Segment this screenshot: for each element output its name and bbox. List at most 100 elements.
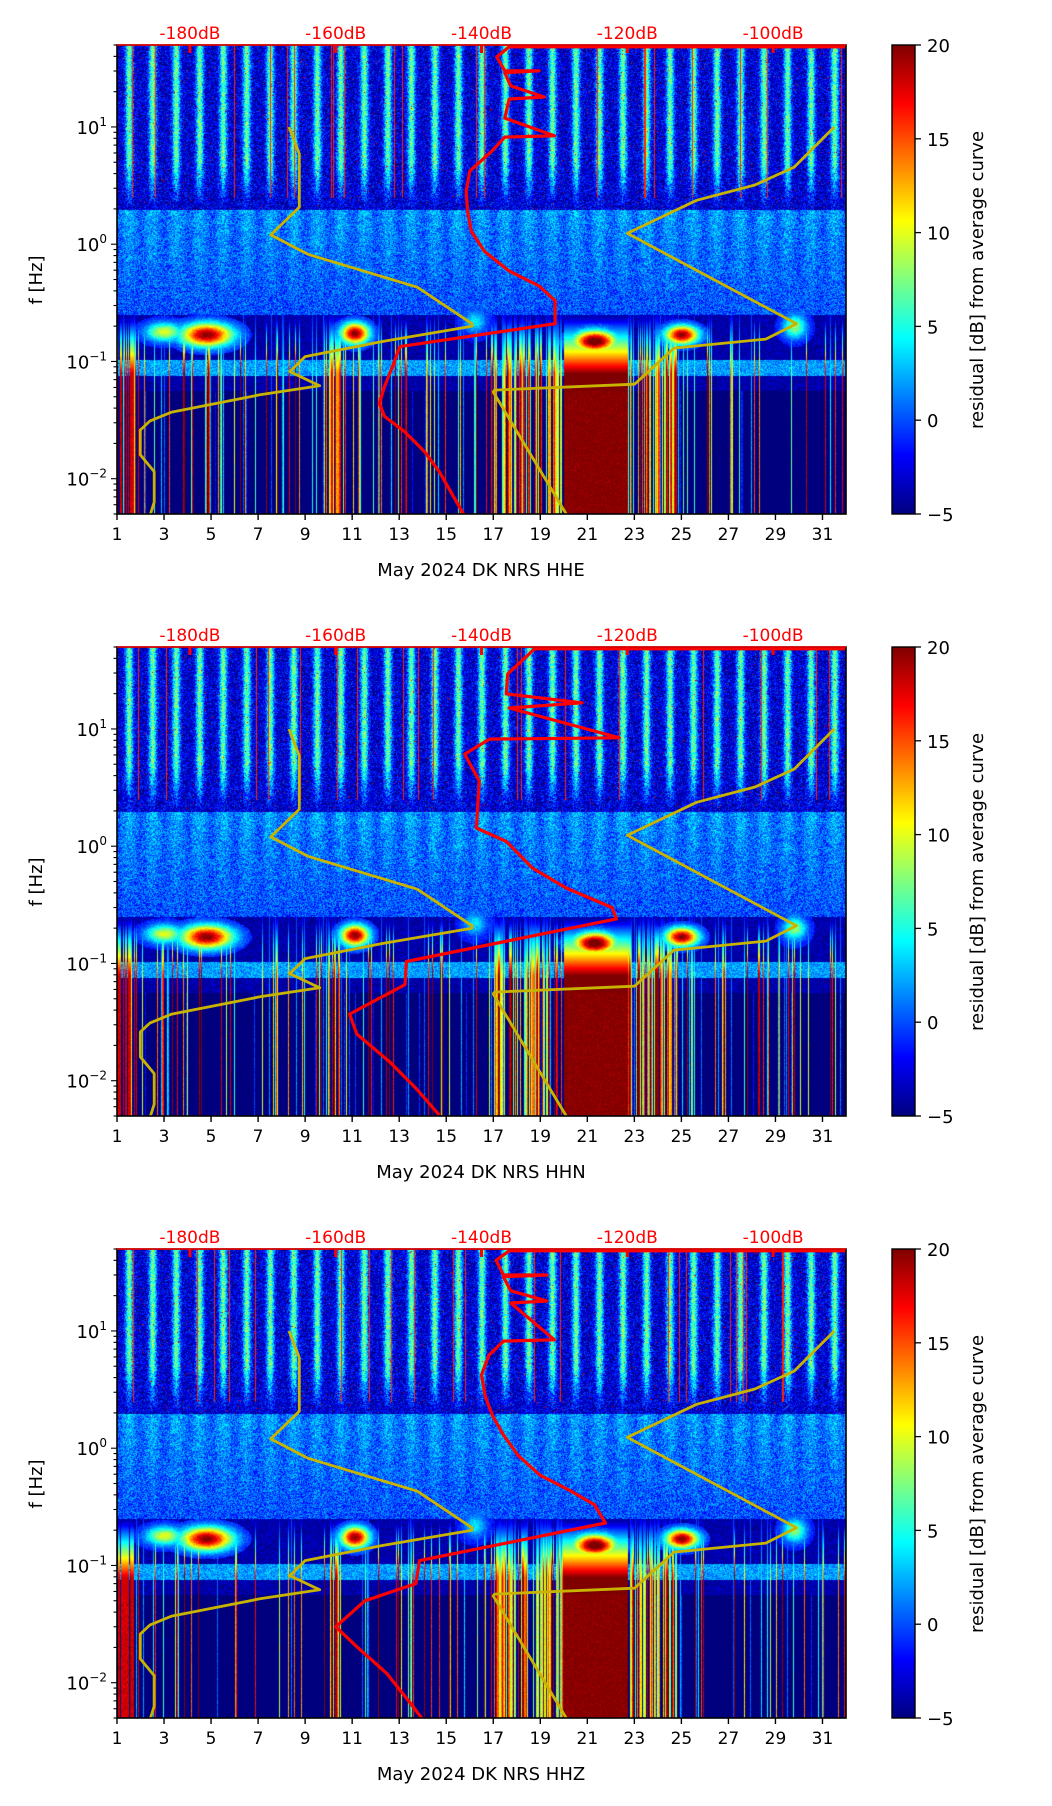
db-tick-label: -100dB xyxy=(743,24,804,44)
x-tick-label: 27 xyxy=(718,1127,740,1147)
db-tick-label: -160dB xyxy=(305,24,366,44)
x-tick-label: 3 xyxy=(159,1729,170,1749)
x-tick-label: 29 xyxy=(765,525,787,545)
y-tick-label: 10−1 xyxy=(66,349,107,373)
x-tick-label: 15 xyxy=(435,1729,457,1749)
x-tick-label: 15 xyxy=(435,1127,457,1147)
colorbar-tick-label: −5 xyxy=(927,1709,954,1730)
colorbar-tick-label: 0 xyxy=(927,411,938,432)
db-tick-label: -120dB xyxy=(597,1228,658,1248)
y-tick-base: 10 xyxy=(76,1439,99,1460)
x-tick-label: 31 xyxy=(812,1729,834,1749)
x-tick-label: 11 xyxy=(341,1729,363,1749)
y-tick-base: 10 xyxy=(76,1322,99,1343)
y-tick-label: 10−1 xyxy=(66,1553,107,1577)
y-tick-base: 10 xyxy=(76,118,99,139)
x-tick-label: 9 xyxy=(300,1127,311,1147)
db-tick-label: -180dB xyxy=(159,1228,220,1248)
y-tick-exponent: 1 xyxy=(99,1319,107,1333)
spectrogram-heatmap xyxy=(117,45,846,514)
colorbar-tick-label: 5 xyxy=(927,317,938,338)
curves xyxy=(138,1249,846,1718)
x-axis-label: May 2024 DK NRS HHN xyxy=(376,1162,586,1183)
y-axis-label: f [Hz] xyxy=(26,255,47,304)
spectrogram-panel-hhz: May 2024 DK NRS HHZ f [Hz] residual [dB]… xyxy=(0,1204,1052,1806)
colorbar-tick-label: 10 xyxy=(927,826,950,847)
x-tick-label: 1 xyxy=(112,1127,123,1147)
x-tick-label: 3 xyxy=(159,525,170,545)
y-tick-label: 10−1 xyxy=(66,951,107,975)
x-tick-label: 25 xyxy=(671,1729,693,1749)
colorbar-label: residual [dB] from average curve xyxy=(967,131,988,429)
spectrogram-panel-hhe: May 2024 DK NRS HHE f [Hz] residual [dB]… xyxy=(0,0,1052,602)
y-tick-exponent: 0 xyxy=(99,1436,107,1450)
x-axis-label: May 2024 DK NRS HHZ xyxy=(377,1764,585,1785)
y-tick-base: 10 xyxy=(66,352,89,373)
x-tick-label: 13 xyxy=(388,1127,410,1147)
colorbar-tick-label: 15 xyxy=(927,130,950,151)
colorbar-tick-label: 20 xyxy=(927,638,950,659)
x-tick-label: 17 xyxy=(482,525,504,545)
db-tick-label: -180dB xyxy=(159,24,220,44)
db-tick-label: -140dB xyxy=(451,626,512,646)
x-tick-label: 21 xyxy=(577,525,599,545)
y-tick-exponent: −1 xyxy=(89,951,107,965)
x-tick-label: 7 xyxy=(253,525,264,545)
x-tick-label: 21 xyxy=(577,1729,599,1749)
colorbar-tick-label: 5 xyxy=(927,919,938,940)
y-tick-exponent: −2 xyxy=(89,467,107,481)
y-tick-label: 10−2 xyxy=(66,1671,107,1695)
y-tick-base: 10 xyxy=(76,837,99,858)
x-tick-label: 17 xyxy=(482,1729,504,1749)
chart-overlay: May 2024 DK NRS HHZ f [Hz] residual [dB]… xyxy=(26,1228,988,1785)
colorbar xyxy=(891,1248,916,1719)
colorbar-tick-label: 20 xyxy=(927,36,950,57)
low-noise-model-line xyxy=(138,1330,474,1718)
x-tick-label: 9 xyxy=(300,525,311,545)
low-noise-model-line xyxy=(138,728,474,1116)
y-tick-base: 10 xyxy=(76,720,99,741)
x-tick-label: 5 xyxy=(206,1127,217,1147)
colorbar-tick-label: 15 xyxy=(927,732,950,753)
y-tick-label: 10−2 xyxy=(66,467,107,491)
y-tick-label: 100 xyxy=(76,834,107,858)
colorbar xyxy=(891,646,916,1117)
high-noise-model-line xyxy=(491,1330,836,1718)
x-tick-label: 19 xyxy=(529,525,551,545)
x-tick-label: 5 xyxy=(206,1729,217,1749)
db-tick-label: -140dB xyxy=(451,1228,512,1248)
y-tick-base: 10 xyxy=(66,1556,89,1577)
x-tick-label: 29 xyxy=(765,1127,787,1147)
db-tick-label: -120dB xyxy=(597,24,658,44)
x-tick-label: 31 xyxy=(812,1127,834,1147)
db-tick-label: -100dB xyxy=(743,1228,804,1248)
spectrogram-panel-hhn: May 2024 DK NRS HHN f [Hz] residual [dB]… xyxy=(0,602,1052,1204)
spectrogram-heatmap xyxy=(117,1249,846,1718)
high-noise-model-line xyxy=(491,126,836,514)
x-tick-label: 11 xyxy=(341,1127,363,1147)
x-tick-label: 15 xyxy=(435,525,457,545)
x-tick-label: 7 xyxy=(253,1127,264,1147)
colorbar-tick-label: 20 xyxy=(927,1240,950,1261)
y-tick-exponent: 1 xyxy=(99,717,107,731)
x-tick-label: 13 xyxy=(388,1729,410,1749)
x-tick-label: 31 xyxy=(812,525,834,545)
x-tick-label: 29 xyxy=(765,1729,787,1749)
x-tick-label: 23 xyxy=(624,525,646,545)
x-tick-label: 7 xyxy=(253,1729,264,1749)
y-tick-exponent: 0 xyxy=(99,232,107,246)
colorbar-tick-label: 0 xyxy=(927,1013,938,1034)
y-tick-base: 10 xyxy=(66,1674,89,1695)
average-curve-line xyxy=(334,1249,846,1718)
y-tick-label: 10−2 xyxy=(66,1069,107,1093)
x-tick-label: 19 xyxy=(529,1729,551,1749)
colorbar-tick-label: −5 xyxy=(927,505,954,526)
colorbar xyxy=(891,44,916,515)
x-tick-label: 27 xyxy=(718,1729,740,1749)
colorbar-label: residual [dB] from average curve xyxy=(967,1335,988,1633)
x-tick-label: 23 xyxy=(624,1127,646,1147)
y-tick-base: 10 xyxy=(66,470,89,491)
x-tick-label: 25 xyxy=(671,525,693,545)
plot-frame xyxy=(116,1248,847,1719)
average-curve-line xyxy=(377,45,846,514)
